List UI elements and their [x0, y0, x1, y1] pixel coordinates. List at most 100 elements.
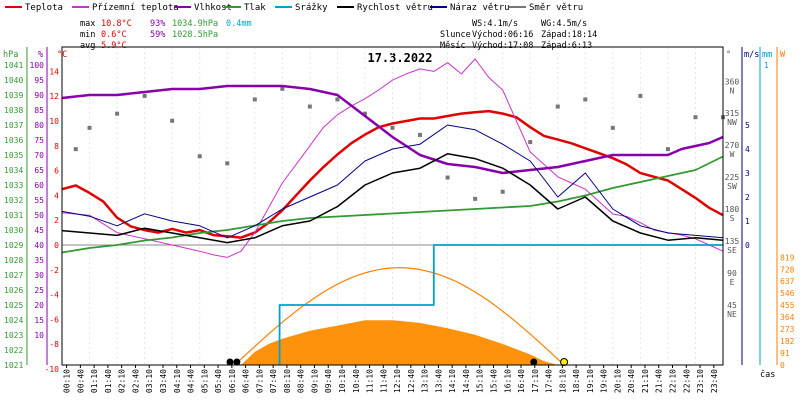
direction-tick-value: 225: [725, 173, 740, 182]
pressure-tick-label: 1032: [4, 196, 23, 205]
temp-tick-label: 10: [49, 117, 59, 126]
series-vlhkost: [61, 84, 724, 175]
temp-tick-label: 2: [54, 216, 59, 225]
humidity-tick-label: 25: [34, 286, 44, 295]
direction-tick-value: 180: [725, 205, 740, 214]
stat-avg-temp: 5.9°C: [101, 41, 127, 51]
wind-direction-point: [500, 189, 505, 194]
stat-avg-label: avg: [80, 41, 95, 51]
wind-direction-point: [638, 93, 643, 98]
legend: Teplota Přízemní teplota Vlhkost Tlak Sr…: [5, 3, 583, 13]
pressure-tick-label: 1028: [4, 256, 23, 265]
wind-tick-label: 1: [745, 217, 750, 226]
time-tick-label: 17:10: [531, 369, 540, 393]
time-tick-label: 22:10: [669, 369, 678, 393]
solar-tick-label: 637: [780, 277, 795, 286]
direction-tick-label: W: [730, 150, 735, 159]
legend-label-prizemni-teplota: Přízemní teplota: [92, 3, 179, 13]
direction-tick-label: N: [730, 86, 735, 95]
time-tick-label: 13:10: [421, 369, 430, 393]
direction-tick-label: SW: [727, 182, 737, 191]
wind-direction-point: [225, 161, 230, 166]
solar-tick-label: 455: [780, 301, 795, 310]
humidity-tick-label: 90: [34, 91, 44, 100]
sunset-marker: [560, 358, 569, 366]
humidity-tick-label: 10: [34, 331, 44, 340]
moonrise-marker: [530, 358, 538, 366]
wind-direction-point: [610, 125, 615, 130]
solar-tick-label: 819: [780, 253, 795, 262]
humidity-tick-label: 55: [34, 196, 44, 205]
time-tick-label: 08:10: [283, 369, 292, 393]
temp-tick-label: 6: [54, 167, 59, 176]
humidity-tick-label: 100: [30, 61, 45, 70]
pressure-tick-label: 1039: [4, 91, 23, 100]
time-tick-label: 01:40: [104, 369, 113, 393]
unit-percent: %: [38, 50, 43, 60]
wind-direction-point: [583, 97, 588, 102]
wind-direction-point: [252, 97, 257, 102]
unit-degree: °: [726, 50, 731, 60]
time-tick-label: 00:40: [76, 369, 85, 393]
wind-direction-point: [170, 118, 175, 123]
time-tick-label: 03:10: [145, 369, 154, 393]
time-tick-label: 18:10: [558, 369, 567, 393]
moonset-marker: [226, 358, 234, 366]
sun-theoretical-curve: [234, 267, 565, 366]
unit-ms: m/s: [744, 50, 759, 60]
pressure-tick-label: 1027: [4, 271, 23, 280]
time-tick-label: 01:10: [90, 369, 99, 393]
moon-set: Západ:6:13: [541, 41, 592, 51]
pressure-tick-label: 1024: [4, 316, 23, 325]
chart-title: 17.3.2022: [367, 51, 432, 65]
legend-label-smer-vetru: Směr větru: [529, 3, 583, 13]
time-tick-label: 06:10: [228, 369, 237, 393]
time-tick-label: 02:40: [131, 369, 140, 393]
time-tick-label: 16:10: [503, 369, 512, 393]
solar-tick-label: 0: [780, 361, 785, 370]
wind-direction-point: [73, 147, 78, 152]
humidity-tick-label: 50: [34, 211, 44, 220]
rain-tick-label: 1: [764, 61, 769, 70]
time-tick-label: 09:10: [310, 369, 319, 393]
series-rychlost-vetru: [61, 153, 724, 244]
wind-direction-point: [280, 86, 285, 91]
time-tick-label: 05:10: [200, 369, 209, 393]
legend-label-vlhkost: Vlhkost: [194, 3, 232, 13]
pressure-tick-label: 1023: [4, 331, 23, 340]
series-naraz-vetru: [61, 124, 724, 239]
wind-ws-text: WS:4.1m/s: [472, 19, 518, 29]
time-tick-label: 12:10: [393, 369, 402, 393]
time-tick-label: 09:40: [324, 369, 333, 393]
time-tick-label: 11:10: [366, 369, 375, 393]
time-tick-label: 19:10: [586, 369, 595, 393]
time-tick-label: 15:40: [489, 369, 498, 393]
pressure-tick-label: 1034: [4, 166, 23, 175]
wind-direction-point: [445, 175, 450, 180]
stat-max-press: 1034.9hPa: [172, 19, 218, 29]
pressure-tick-label: 1033: [4, 181, 23, 190]
temp-tick-label: -4: [49, 291, 59, 300]
direction-tick-label: E: [730, 278, 735, 287]
direction-tick-label: NE: [727, 310, 737, 319]
legend-label-teplota: Teplota: [25, 3, 63, 13]
series-tlak: [61, 155, 724, 254]
wind-direction-point: [555, 104, 560, 109]
time-tick-label: 19:40: [600, 369, 609, 393]
wind-direction-point: [473, 196, 478, 201]
time-tick-label: 16:40: [517, 369, 526, 393]
time-tick-label: 15:10: [476, 369, 485, 393]
time-tick-label: 10:40: [352, 369, 361, 393]
time-tick-label: 20:10: [613, 369, 622, 393]
sun-rise: Východ:06:16: [472, 30, 533, 40]
sun-set: Západ:18:14: [541, 30, 597, 40]
pressure-tick-label: 1041: [4, 61, 23, 70]
sun-label: Slunce: [440, 30, 471, 40]
pressure-tick-label: 1031: [4, 211, 23, 220]
humidity-tick-label: 20: [34, 301, 44, 310]
moon-label: Měsíc: [440, 41, 466, 51]
wind-tick-label: 2: [745, 193, 750, 202]
time-tick-label: 21:10: [641, 369, 650, 393]
solar-tick-label: 182: [780, 337, 795, 346]
